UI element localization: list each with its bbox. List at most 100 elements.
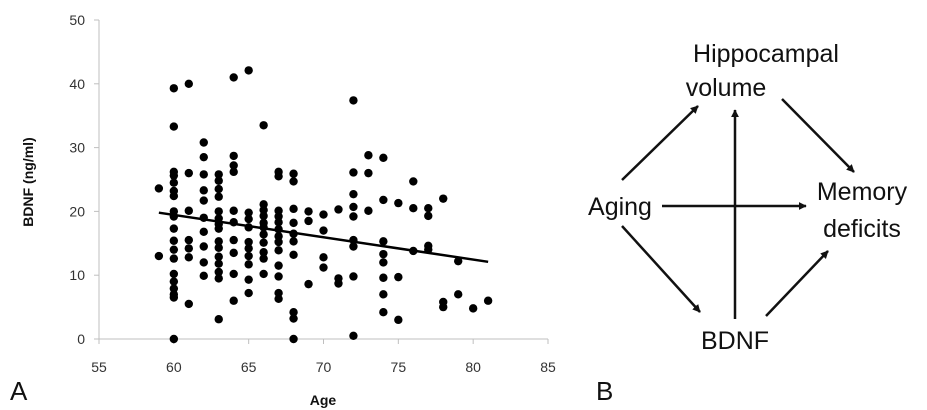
data-point [214,237,223,246]
data-point [214,207,223,216]
data-point [214,170,223,179]
data-point [454,290,463,299]
data-point [289,177,298,186]
y-tick-label: 40 [69,76,85,92]
data-point [274,246,283,255]
node-memory-deficits-line2: deficits [823,215,901,243]
y-tick-label: 50 [69,12,85,28]
data-point [274,237,283,247]
data-point [214,252,223,261]
data-point [214,192,223,201]
data-point [379,290,388,299]
data-point [154,184,164,193]
x-tick-marks [98,339,549,344]
data-point [229,235,238,245]
data-point [214,243,223,252]
scatter-points [154,66,493,344]
data-point [214,176,223,185]
data-point [154,251,164,261]
data-point [214,267,223,277]
x-tick-label: 80 [465,359,481,375]
arrow-aging-to-bdnf [621,225,701,313]
data-point [244,214,253,224]
data-point [244,251,253,261]
data-point [379,308,388,317]
data-point [214,224,223,233]
data-point [424,204,433,213]
data-point [244,275,253,284]
trend-line [158,211,489,264]
data-point [214,259,223,268]
data-point [364,151,373,160]
data-point [184,299,193,309]
data-point [349,168,358,177]
data-point [169,224,179,233]
data-point [169,245,179,254]
data-point [259,211,268,221]
node-hippocampal-volume-line1: Hippocampal [693,40,839,68]
data-point [169,122,179,131]
data-point [169,84,179,93]
data-point [274,172,283,181]
data-point [394,272,403,282]
x-tick-label: 85 [540,359,556,375]
data-point [244,237,253,247]
data-point [214,315,223,324]
data-point [184,253,193,262]
data-point [289,218,298,228]
data-point [349,212,358,221]
data-point [364,206,373,215]
data-point [379,195,388,205]
x-tick-labels: 55 60 65 70 75 80 85 [91,359,556,375]
data-point [184,206,193,215]
data-point [169,236,179,245]
data-point [214,184,223,194]
arrow-hippocampal-volume-to-memory-deficits [781,98,855,173]
x-tick-label: 70 [316,359,332,375]
node-aging: Aging [588,193,652,221]
data-point [454,256,463,266]
data-point [259,121,268,130]
data-point [319,226,328,235]
data-point [244,208,253,217]
data-point [169,191,179,201]
data-point [229,73,238,82]
data-point [184,168,193,178]
data-point [229,206,238,215]
data-point [199,170,208,179]
panel-label-a: A [10,376,28,406]
x-axis-title: Age [310,392,337,408]
data-point [199,242,208,251]
data-point [304,216,313,226]
y-axis-title: BDNF (ng/ml) [20,137,36,226]
data-point [169,171,179,180]
data-point [274,232,283,241]
data-point [349,331,358,341]
panel-label-b: B [596,376,613,406]
data-point [349,96,358,105]
data-point [319,253,328,262]
data-point [349,242,358,251]
data-point [169,254,179,263]
y-tick-label: 30 [69,140,85,156]
data-point [379,258,388,267]
data-point [274,288,283,298]
data-point [199,196,208,205]
data-point [244,288,253,298]
data-point [259,200,268,209]
y-tick-labels: 0 10 20 30 40 50 [69,12,85,347]
data-point [424,211,433,221]
data-point [169,293,179,302]
data-point [259,248,268,257]
data-point [199,227,208,237]
data-point [379,153,388,163]
data-point [169,269,179,279]
data-point [184,79,193,89]
data-point [169,284,179,293]
data-point [259,230,268,239]
data-point [229,167,238,177]
data-point [259,205,268,215]
arrow-aging-to-hippocampal-volume [621,105,699,181]
data-point [289,308,298,317]
